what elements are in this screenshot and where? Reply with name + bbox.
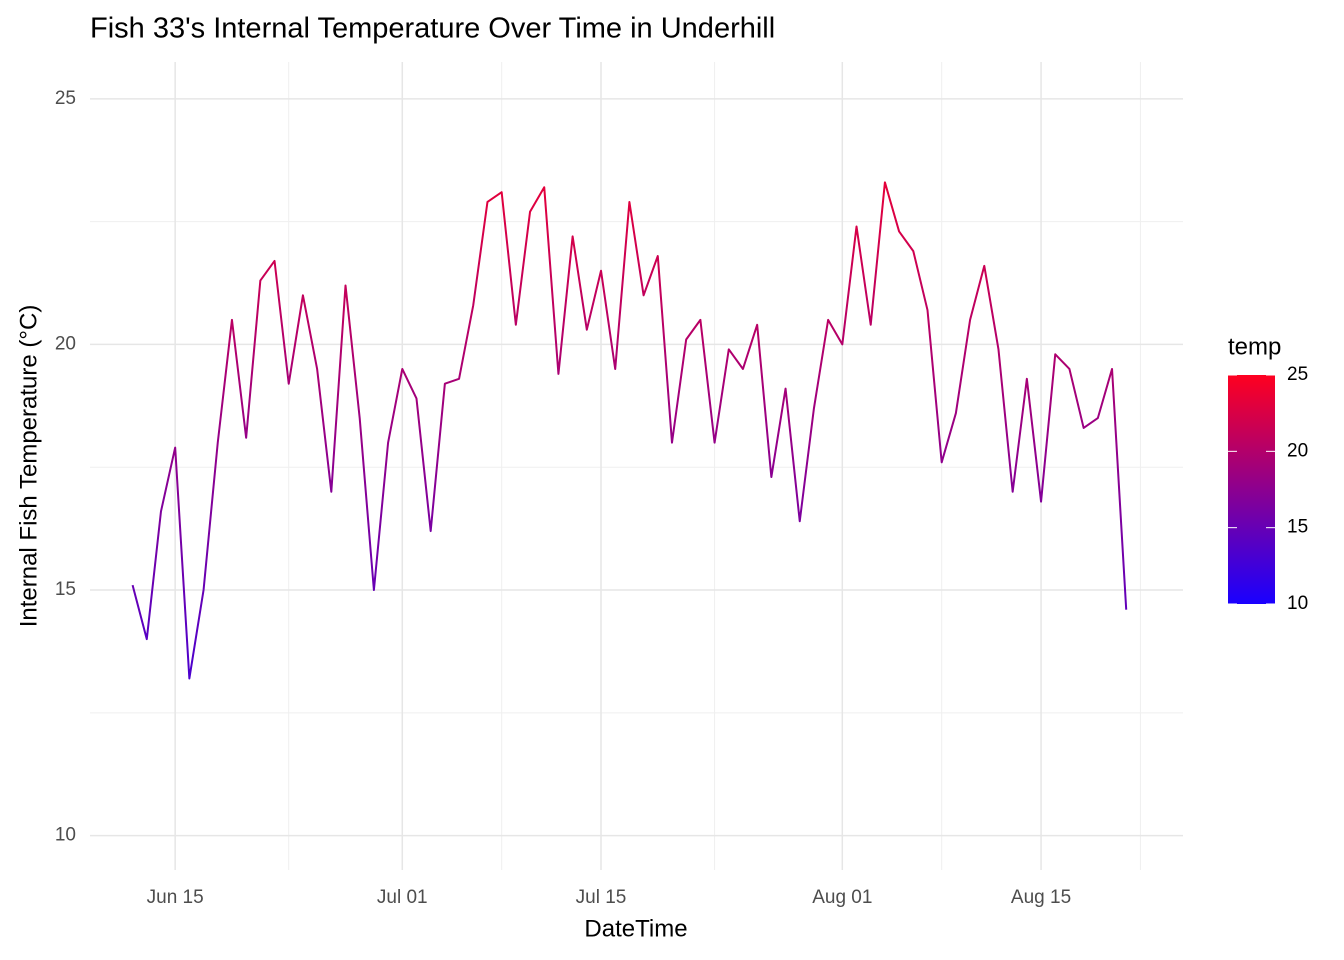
x-tick-label: Aug 15 [1011, 887, 1071, 908]
x-tick-label: Jul 15 [576, 887, 627, 908]
x-tick-label: Aug 01 [812, 887, 872, 908]
legend-title: temp [1228, 333, 1281, 360]
x-axis-title: DateTime [584, 915, 687, 942]
y-tick-label: 10 [55, 825, 76, 846]
grid [90, 62, 1183, 870]
legend-tick-label: 10 [1287, 593, 1308, 614]
temperature-line [131, 181, 1128, 680]
y-tick-label: 25 [55, 88, 76, 109]
chart-title: Fish 33's Internal Temperature Over Time… [90, 13, 775, 45]
y-axis-title: Internal Fish Temperature (°C) [15, 305, 42, 628]
y-tick-label: 15 [55, 579, 76, 600]
legend-tick-label: 15 [1287, 517, 1308, 538]
legend-colorbar [1228, 375, 1275, 604]
x-tick-label: Jul 01 [377, 887, 428, 908]
y-tick-label: 20 [55, 333, 76, 354]
legend-tick-label: 25 [1287, 364, 1308, 385]
legend-tick-label: 20 [1287, 440, 1308, 461]
x-tick-label: Jun 15 [147, 887, 204, 908]
